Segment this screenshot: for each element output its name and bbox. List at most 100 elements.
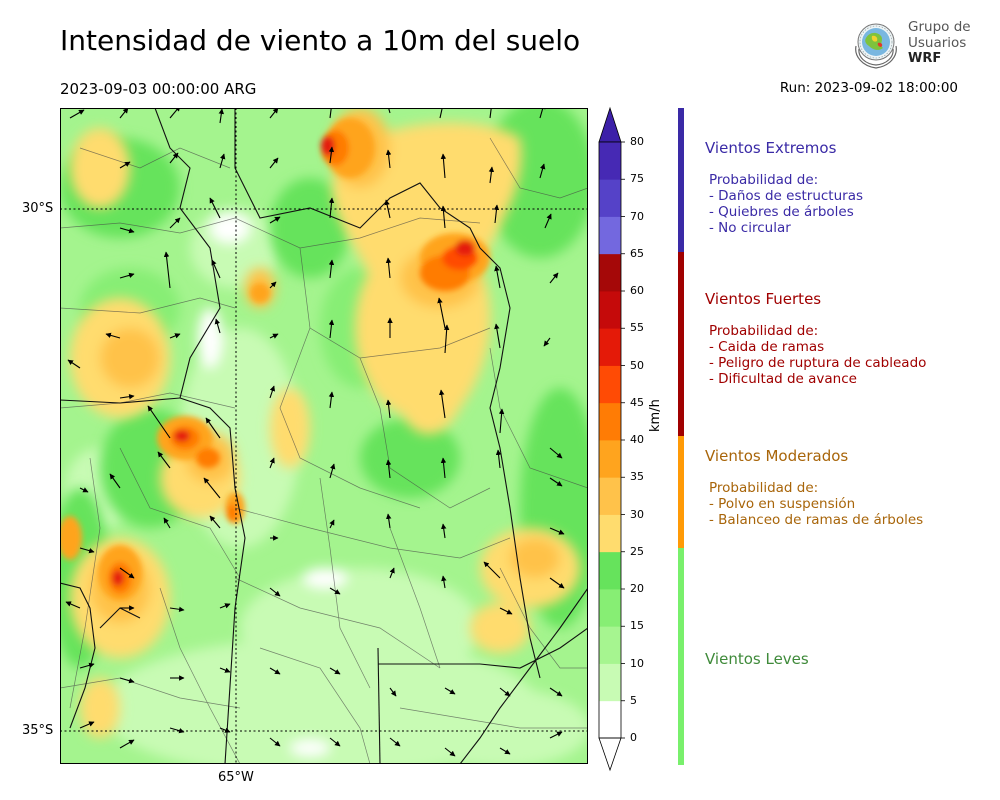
colorbar-box xyxy=(599,253,621,292)
province-boundaries xyxy=(60,108,588,764)
wind-arrow xyxy=(219,727,231,733)
map-frame xyxy=(60,108,588,764)
run-time: Run: 2023-09-02 18:00:00 xyxy=(779,80,958,96)
wind-arrow xyxy=(389,737,401,747)
wind-arrow xyxy=(119,739,135,749)
wind-arrow xyxy=(119,272,135,279)
colorbar-level-label: 20 xyxy=(630,582,644,595)
wind-arrow xyxy=(385,257,392,279)
category-color-bar xyxy=(678,108,684,252)
wind-arrow xyxy=(440,153,447,179)
category-color-bar xyxy=(678,548,684,765)
category-probability-label: Probabilidad de: xyxy=(709,172,819,188)
category-item: - Caida de ramas xyxy=(709,339,825,355)
wind-arrow xyxy=(499,747,511,755)
wind-arrow xyxy=(69,109,85,119)
colorbar-box xyxy=(599,365,621,404)
wind-arrow xyxy=(437,297,446,329)
wind-arrow xyxy=(119,161,131,169)
wind-speed-colorbar xyxy=(598,106,625,772)
wind-arrow xyxy=(328,259,335,279)
wind-arrow xyxy=(269,457,275,469)
wind-arrow xyxy=(219,153,226,169)
wind-arrow xyxy=(384,199,391,219)
wind-arrow xyxy=(119,108,129,119)
wind-arrow xyxy=(219,667,231,673)
wind-arrow xyxy=(209,197,221,219)
colorbar-box xyxy=(599,551,621,590)
wind-arrow xyxy=(205,417,221,439)
wind-arrow xyxy=(441,575,447,589)
colorbar-box xyxy=(599,440,621,478)
colorbar-level-label: 50 xyxy=(630,358,644,372)
colorbar-box xyxy=(599,663,621,702)
wind-arrow xyxy=(385,399,392,419)
wind-arrow xyxy=(219,603,231,609)
wind-arrow xyxy=(549,527,565,535)
colorbar-box xyxy=(599,328,621,366)
wind-arrow xyxy=(109,473,121,489)
wind-arrow xyxy=(549,477,563,487)
page-title: Intensidad de viento a 10m del suelo xyxy=(60,24,581,57)
colorbar-level-label: 10 xyxy=(630,656,644,670)
logo-text-line1: Grupo de xyxy=(908,19,971,35)
wind-arrow xyxy=(147,405,171,439)
wind-arrow xyxy=(269,157,279,169)
wind-vectors xyxy=(65,108,565,757)
wind-arrow xyxy=(79,487,89,493)
wind-arrow xyxy=(105,332,121,339)
wind-arrow xyxy=(269,737,281,747)
category-item: - Peligro de ruptura de cableado xyxy=(709,355,927,371)
colorbar-level-label: 15 xyxy=(630,619,644,633)
category-title: Vientos Moderados xyxy=(705,447,849,465)
wind-arrow xyxy=(329,587,341,595)
wind-arrow xyxy=(269,333,279,339)
colorbar-level-label: 80 xyxy=(630,135,644,148)
wind-arrow xyxy=(385,459,392,479)
colorbar-ticks xyxy=(621,141,625,739)
logo-text-line3: WRF xyxy=(908,51,942,66)
wind-arrow xyxy=(209,515,221,529)
wind-arrow xyxy=(543,337,551,347)
wind-arrow xyxy=(119,567,135,579)
colorbar-box xyxy=(599,142,621,180)
wind-arrow xyxy=(328,391,335,409)
wind-arrow xyxy=(169,108,181,119)
category-probability-label: Probabilidad de: xyxy=(709,323,819,339)
category-color-bar xyxy=(678,436,684,548)
wind-arrow xyxy=(549,447,563,459)
wind-arrow xyxy=(269,667,281,675)
wind-arrow xyxy=(163,517,171,529)
lat-label-30s: 30°S xyxy=(22,201,54,216)
colorbar-box xyxy=(599,291,621,329)
wind-arrow xyxy=(440,205,447,229)
wind-arrow xyxy=(269,108,279,119)
wind-arrow xyxy=(549,272,559,284)
colorbar-box xyxy=(599,626,621,664)
wind-arrow xyxy=(269,587,281,597)
category-title: Vientos Fuertes xyxy=(705,290,822,308)
wind-arrow xyxy=(119,393,135,400)
wind-arrow xyxy=(157,451,171,469)
colorbar-box xyxy=(599,514,621,553)
wind-arrow xyxy=(539,108,546,119)
colorbar-level-label: 30 xyxy=(630,507,644,521)
colorbar-box xyxy=(599,216,621,255)
category-item: - Dificultad de avance xyxy=(709,371,857,387)
category-title: Vientos Leves xyxy=(705,650,809,668)
colorbar-box xyxy=(599,477,621,515)
wind-arrow xyxy=(499,687,511,697)
department-boundaries xyxy=(60,137,588,764)
wind-arrow xyxy=(385,149,392,169)
wind-arrow xyxy=(65,601,81,609)
wind-arrow xyxy=(269,281,277,289)
logo-text-line2: Usuarios xyxy=(908,35,967,51)
wind-field-strong xyxy=(60,118,490,601)
category-item: - Balanceo de ramas de árboles xyxy=(709,512,924,528)
colorbar-level-label: 55 xyxy=(630,321,644,335)
wrf-logo: Grupo de Usuarios WRF xyxy=(848,16,978,76)
wind-arrow xyxy=(495,449,502,469)
colorbar-box xyxy=(599,700,621,739)
colorbar-box xyxy=(599,179,621,217)
colorbar-box xyxy=(599,589,621,627)
